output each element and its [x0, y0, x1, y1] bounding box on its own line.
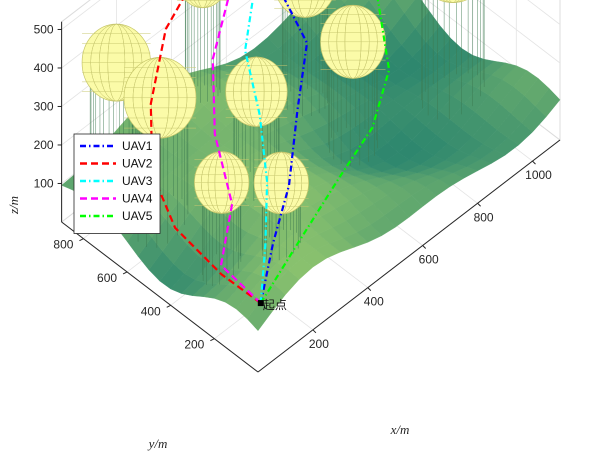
y-tick-label: 200 — [184, 338, 204, 352]
x-tick-label: 400 — [364, 295, 384, 309]
y-tick — [166, 304, 171, 308]
path-uav2 — [149, 0, 262, 304]
obstacle — [253, 151, 309, 261]
grid-line-z — [61, 0, 561, 107]
z-tick-label: 300 — [34, 99, 54, 113]
z-tick-label: 100 — [34, 176, 54, 190]
obstacle-cap-meridian — [284, 0, 326, 18]
obstacle — [320, 4, 386, 166]
axes: 200 400 600 800 1000 200 400 600 800 100 200 300 400… — [6, 21, 561, 451]
z-tick-label: 500 — [34, 22, 54, 36]
obstacle — [225, 56, 288, 201]
obstacle-cap-meridian — [233, 56, 280, 127]
path-markers: 起点终点 — [257, 298, 287, 312]
x-axis-line — [257, 139, 561, 373]
x-tick — [312, 329, 317, 334]
terrain-cell — [394, 0, 415, 14]
terrain-cell — [368, 0, 392, 16]
start-point-label: 起点 — [263, 298, 287, 312]
x-tick — [477, 202, 481, 207]
obstacle — [194, 151, 250, 286]
z-tick-label: 200 — [34, 138, 54, 152]
start-point-marker — [257, 300, 264, 307]
path-uav3 — [244, 0, 269, 304]
x-axis-label: x/m — [390, 422, 410, 437]
x-tick — [422, 245, 427, 249]
legend-entry-uav3: UAV3 — [122, 174, 153, 188]
legend-entry-uav2: UAV2 — [122, 157, 153, 171]
path-uav4 — [211, 0, 262, 304]
z-tick-label: 400 — [34, 61, 54, 75]
legend-entry-uav4: UAV4 — [122, 192, 153, 206]
obstacle-cap-meridian — [200, 151, 243, 214]
x-tick-label: 600 — [419, 252, 439, 266]
obstacle — [421, 0, 485, 120]
y-tick-label: 400 — [141, 304, 161, 318]
y-tick-label: 600 — [97, 271, 117, 285]
y-tick — [122, 271, 128, 275]
y-axis-label: y/m — [147, 436, 168, 451]
legend-entry-uav5: UAV5 — [122, 209, 153, 223]
x-tick-label: 1000 — [525, 168, 552, 182]
obstacle-cap-meridian — [260, 151, 303, 215]
x-tick — [367, 287, 372, 291]
x-tick-label: 800 — [474, 210, 494, 224]
y-tick — [210, 338, 215, 342]
legend: UAV1 UAV2 UAV3 UAV4 UAV5 — [73, 133, 161, 234]
uav-paths — [149, 0, 391, 304]
obstacle-cap-meridian — [442, 0, 464, 3]
terrain-cell — [341, 0, 347, 4]
x-tick-label: 200 — [309, 337, 329, 351]
y-tick — [79, 238, 84, 242]
obstacle — [274, 0, 336, 117]
terrain-cell — [379, 0, 405, 31]
obstacle-cap-meridian — [328, 4, 378, 79]
y-tick-label: 800 — [53, 238, 73, 252]
legend-entry-uav1: UAV1 — [122, 139, 153, 153]
y-axis-line — [61, 221, 259, 373]
terrain-cell — [404, 0, 430, 29]
z-axis-label: z/m — [6, 196, 21, 215]
x-tick — [532, 160, 536, 165]
obstacles — [81, 0, 485, 286]
legend-box — [73, 133, 161, 234]
obstacle-cap-meridian — [189, 0, 216, 8]
